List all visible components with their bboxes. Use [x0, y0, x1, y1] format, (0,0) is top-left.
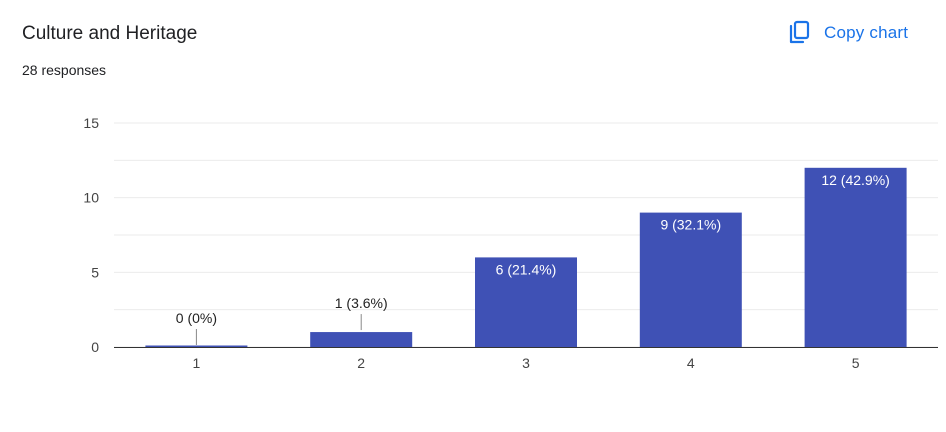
x-tick-label: 4 — [687, 355, 695, 371]
data-label: 1 (3.6%) — [335, 295, 388, 311]
data-label: 9 (32.1%) — [660, 217, 721, 233]
chart-title: Culture and Heritage — [22, 23, 198, 44]
data-label: 6 (21.4%) — [496, 261, 557, 277]
y-tick-label: 10 — [83, 190, 99, 206]
y-tick-label: 5 — [91, 264, 99, 280]
y-tick-label: 15 — [83, 115, 99, 131]
x-tick-label: 3 — [522, 355, 530, 371]
copy-icon — [786, 20, 812, 46]
data-label: 12 (42.9%) — [821, 172, 889, 188]
x-tick-label: 1 — [193, 355, 201, 371]
copy-chart-button[interactable]: Copy chart — [778, 14, 916, 52]
bar[interactable] — [145, 345, 248, 348]
y-axis-ticks: 0 5 10 15 — [83, 115, 99, 355]
bar[interactable] — [804, 167, 907, 347]
bar-labels: 0 (0%) 1 (3.6%) 6 (21.4%) 9 (32.1%) 12 (42.9… — [176, 172, 890, 345]
bar[interactable] — [310, 332, 413, 347]
bar[interactable] — [639, 212, 742, 347]
copy-chart-label: Copy chart — [824, 23, 909, 42]
x-tick-label: 5 — [852, 355, 860, 371]
bar[interactable] — [475, 257, 577, 347]
response-count: 28 responses — [22, 62, 107, 78]
bars — [145, 167, 907, 348]
x-tick-label: 2 — [357, 355, 365, 371]
y-tick-label: 0 — [91, 339, 99, 355]
x-axis-ticks: 1 2 3 4 5 — [193, 355, 860, 371]
data-label: 0 (0%) — [176, 310, 217, 326]
